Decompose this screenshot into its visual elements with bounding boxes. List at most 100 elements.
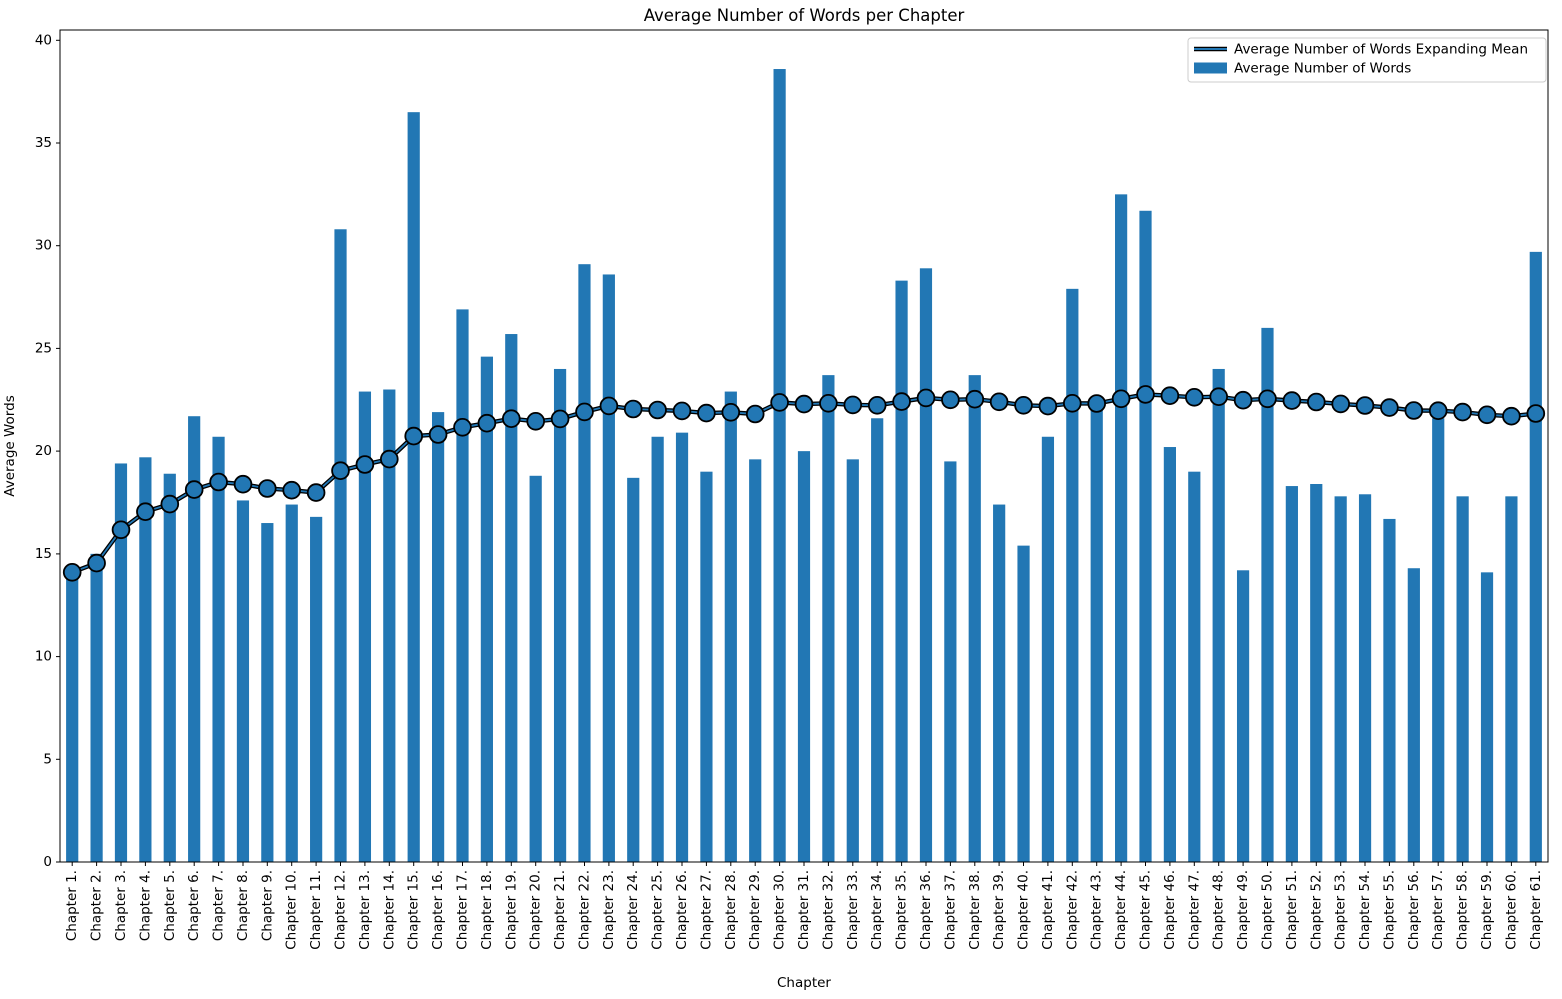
x-tick-label-chapter-59: Chapter 59. xyxy=(1479,870,1495,950)
bar-chapter-58 xyxy=(1456,496,1469,862)
bar-chapter-30 xyxy=(773,69,786,862)
expanding-mean-marker-chapter-15 xyxy=(404,426,424,446)
expanding-mean-marker-chapter-24 xyxy=(623,399,643,419)
expanding-mean-marker-chapter-48 xyxy=(1209,387,1228,407)
chart-title: Average Number of Words per Chapter xyxy=(644,6,965,25)
bar-chapter-57 xyxy=(1432,418,1445,862)
expanding-mean-marker-chapter-45 xyxy=(1136,385,1155,404)
expanding-mean-marker-chapter-13 xyxy=(355,455,375,474)
bar-chapter-36 xyxy=(919,268,933,862)
axes-layer: 0 5 10 15 20 25 30 35 40 Chapter 1. Chapter 2. Chap… xyxy=(35,32,1544,949)
bar-chapter-19 xyxy=(505,334,518,862)
x-tick-label-chapter-30: Chapter 30. xyxy=(772,870,788,950)
bar-chapter-46 xyxy=(1163,447,1176,862)
expanding-mean-marker-chapter-6 xyxy=(184,480,204,499)
x-tick-label-chapter-37: Chapter 37. xyxy=(942,870,958,950)
y-axis-label: Average Words xyxy=(2,395,18,496)
expanding-mean-marker-chapter-55 xyxy=(1380,398,1399,417)
x-tick-label-chapter-5: Chapter 5. xyxy=(162,870,178,941)
expanding-mean-marker-chapter-38 xyxy=(965,389,985,409)
bar-chapter-16 xyxy=(432,412,445,862)
bar-chapter-59 xyxy=(1480,572,1494,862)
expanding-mean-marker-chapter-41 xyxy=(1038,396,1058,416)
x-tick-label-chapter-50: Chapter 50. xyxy=(1260,870,1276,950)
expanding-mean-marker-chapter-33 xyxy=(843,395,863,415)
bar-chapter-48 xyxy=(1212,368,1225,862)
expanding-mean-marker-chapter-54 xyxy=(1355,396,1375,415)
y-tick-label: 15 xyxy=(35,546,52,562)
bar-chapter-61 xyxy=(1529,251,1542,862)
x-tick-label-chapter-35: Chapter 35. xyxy=(894,870,910,950)
y-tick-label: 35 xyxy=(35,135,52,151)
legend-label-expanding-mean: Average Number of Words Expanding Mean xyxy=(1234,42,1528,58)
x-tick-label-chapter-60: Chapter 60. xyxy=(1503,870,1519,950)
expanding-mean-marker-chapter-34 xyxy=(867,395,887,415)
bar-chapter-21 xyxy=(553,368,567,862)
expanding-mean-marker-chapter-25 xyxy=(648,400,667,420)
x-tick-label-chapter-29: Chapter 29. xyxy=(747,870,763,950)
x-tick-label-chapter-25: Chapter 25. xyxy=(650,870,666,950)
bar-chapter-26 xyxy=(675,432,689,862)
x-tick-label-chapter-11: Chapter 11. xyxy=(308,870,324,950)
y-tick-label: 20 xyxy=(35,443,52,459)
expanding-mean-marker-chapter-22 xyxy=(575,402,594,422)
bar-chapter-2 xyxy=(90,553,103,862)
expanding-mean-marker-chapter-35 xyxy=(892,392,911,411)
x-tick-label-chapter-4: Chapter 4. xyxy=(137,870,153,941)
bar-chapter-60 xyxy=(1505,496,1518,862)
x-tick-label-chapter-21: Chapter 21. xyxy=(552,870,568,950)
x-tick-label-chapter-19: Chapter 19. xyxy=(503,870,519,950)
x-tick-label-chapter-34: Chapter 34. xyxy=(869,870,885,950)
legend-frame xyxy=(1187,37,1547,83)
bar-chapter-43 xyxy=(1090,408,1103,862)
bar-chapter-32 xyxy=(822,375,835,862)
expanding-mean-marker-chapter-49 xyxy=(1233,390,1253,410)
plot-border xyxy=(59,29,1549,863)
expanding-mean-marker-chapter-56 xyxy=(1404,401,1424,420)
x-tick-label-chapter-43: Chapter 43. xyxy=(1089,870,1105,950)
expanding-mean-marker-chapter-42 xyxy=(1063,393,1082,413)
bar-chapter-33 xyxy=(846,459,859,862)
x-tick-label-chapter-27: Chapter 27. xyxy=(698,870,714,950)
y-tick-label: 10 xyxy=(35,649,52,665)
x-tick-label-chapter-23: Chapter 23. xyxy=(601,870,617,950)
x-tick-label-chapter-20: Chapter 20. xyxy=(528,870,544,950)
bar-chapter-14 xyxy=(383,389,396,862)
bar-chapter-41 xyxy=(1041,436,1055,862)
expanding-mean-marker-chapter-37 xyxy=(941,390,960,410)
x-tick-label-chapter-54: Chapter 54. xyxy=(1357,870,1373,950)
bar-chapter-7 xyxy=(212,436,225,862)
bar-chapter-52 xyxy=(1310,484,1323,862)
x-tick-label-chapter-32: Chapter 32. xyxy=(820,870,836,950)
bar-chapter-5 xyxy=(163,473,176,862)
x-tick-label-chapter-22: Chapter 22. xyxy=(577,870,593,950)
expanding-mean-marker-chapter-26 xyxy=(672,401,692,421)
bar-chapter-39 xyxy=(993,504,1006,862)
x-tick-label-chapter-36: Chapter 36. xyxy=(918,870,934,950)
bar-chapter-8 xyxy=(236,500,250,862)
bar-chapter-37 xyxy=(944,461,957,862)
x-tick-label-chapter-2: Chapter 2. xyxy=(89,870,105,941)
bar-chapter-50 xyxy=(1261,327,1274,862)
expanding-mean-marker-chapter-44 xyxy=(1111,389,1131,409)
x-tick-label-chapter-18: Chapter 18. xyxy=(479,870,495,950)
expanding-mean-marker-chapter-36 xyxy=(916,388,936,408)
expanding-mean-marker-chapter-7 xyxy=(209,472,228,492)
bar-chapter-40 xyxy=(1017,545,1030,862)
expanding-mean-marker-chapter-47 xyxy=(1185,387,1204,407)
y-tick-label: 0 xyxy=(43,854,52,870)
x-tick-label-chapter-14: Chapter 14. xyxy=(381,870,397,950)
bar-chapter-17 xyxy=(456,309,469,862)
expanding-mean-marker-chapter-21 xyxy=(550,409,570,429)
x-tick-label-chapter-56: Chapter 56. xyxy=(1406,870,1422,950)
x-tick-label-chapter-33: Chapter 33. xyxy=(845,870,861,950)
x-tick-label-chapter-58: Chapter 58. xyxy=(1455,870,1471,950)
x-tick-label-chapter-47: Chapter 47. xyxy=(1186,870,1202,950)
bar-chapter-6 xyxy=(188,416,201,862)
bar-chapter-44 xyxy=(1115,194,1128,863)
legend-label-average-words: Average Number of Words xyxy=(1234,61,1411,77)
bar-chapter-54 xyxy=(1358,494,1372,862)
bar-chapter-24 xyxy=(627,477,640,862)
legend-bar-swatch xyxy=(1194,62,1227,74)
bar-chapter-15 xyxy=(407,112,420,863)
